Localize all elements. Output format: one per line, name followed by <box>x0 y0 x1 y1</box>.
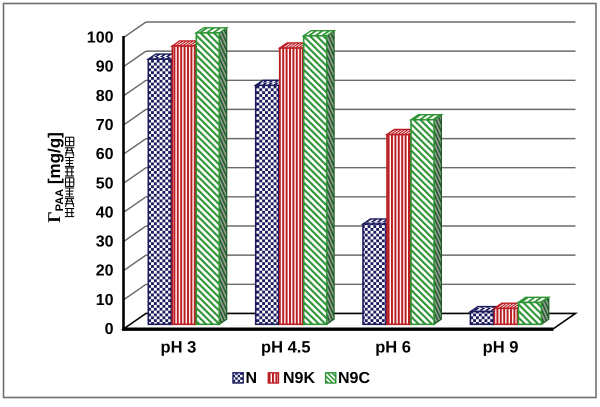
svg-text:N9C: N9C <box>338 370 370 387</box>
svg-text:pH 6: pH 6 <box>375 339 411 357</box>
svg-text:N: N <box>246 370 258 387</box>
svg-text:100: 100 <box>87 30 114 47</box>
svg-text:ΓPAA [mg/g]: ΓPAA [mg/g] <box>44 132 66 223</box>
svg-text:60: 60 <box>96 146 114 163</box>
svg-text:20: 20 <box>96 263 114 280</box>
svg-text:40: 40 <box>96 204 114 221</box>
svg-text:10: 10 <box>96 292 114 309</box>
svg-text:70: 70 <box>96 117 114 134</box>
svg-text:pH 3: pH 3 <box>161 339 197 357</box>
svg-text:90: 90 <box>96 59 114 76</box>
svg-text:N9K: N9K <box>283 370 315 387</box>
svg-text:pH 4.5: pH 4.5 <box>261 339 311 357</box>
svg-text:30: 30 <box>96 234 114 251</box>
svg-text:80: 80 <box>96 88 114 105</box>
svg-text:50: 50 <box>96 175 114 192</box>
svg-text:0: 0 <box>105 321 114 338</box>
svg-text:pH 9: pH 9 <box>483 339 519 357</box>
